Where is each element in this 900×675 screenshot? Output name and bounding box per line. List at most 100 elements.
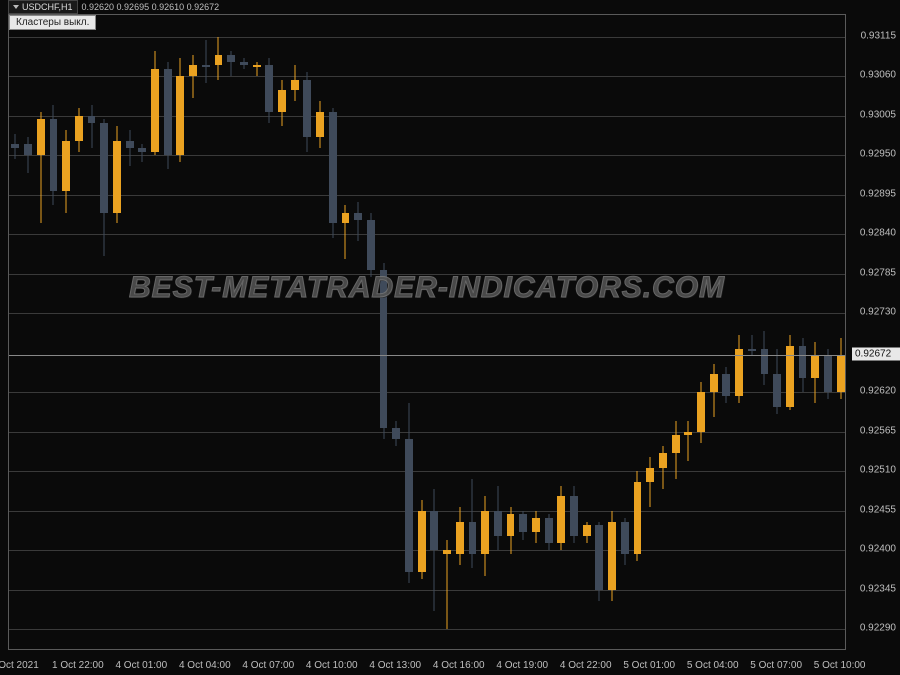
candle[interactable]	[138, 15, 146, 651]
candle[interactable]	[735, 15, 743, 651]
candle-body	[392, 428, 400, 439]
candle[interactable]	[786, 15, 794, 651]
candle[interactable]	[253, 15, 261, 651]
candle[interactable]	[367, 15, 375, 651]
candle[interactable]	[189, 15, 197, 651]
candle[interactable]	[418, 15, 426, 651]
candle[interactable]	[316, 15, 324, 651]
candle[interactable]	[11, 15, 19, 651]
gridline	[9, 511, 845, 512]
candle[interactable]	[507, 15, 515, 651]
candle-body	[113, 141, 121, 213]
candle-body	[88, 116, 96, 123]
candle[interactable]	[303, 15, 311, 651]
candle[interactable]	[621, 15, 629, 651]
candle[interactable]	[75, 15, 83, 651]
candle[interactable]	[380, 15, 388, 651]
candle[interactable]	[557, 15, 565, 651]
candle[interactable]	[761, 15, 769, 651]
candle-body	[824, 356, 832, 392]
candle-body	[37, 119, 45, 155]
candle[interactable]	[608, 15, 616, 651]
candle[interactable]	[329, 15, 337, 651]
symbol-dropdown[interactable]: USDCHF,H1	[8, 0, 78, 14]
candle[interactable]	[811, 15, 819, 651]
candle[interactable]	[494, 15, 502, 651]
candle[interactable]	[278, 15, 286, 651]
y-tick-label: 0.92840	[860, 228, 896, 239]
candle[interactable]	[354, 15, 362, 651]
candle[interactable]	[50, 15, 58, 651]
candle[interactable]	[481, 15, 489, 651]
candle[interactable]	[202, 15, 210, 651]
candle[interactable]	[88, 15, 96, 651]
candle-body	[532, 518, 540, 532]
chart-header: USDCHF,H1 0.92620 0.92695 0.92610 0.9267…	[8, 0, 219, 14]
candle[interactable]	[710, 15, 718, 651]
candle[interactable]	[443, 15, 451, 651]
candle[interactable]	[342, 15, 350, 651]
candle[interactable]	[37, 15, 45, 651]
y-tick-label: 0.93060	[860, 70, 896, 81]
candle-body	[608, 522, 616, 590]
candle[interactable]	[570, 15, 578, 651]
gridline	[9, 76, 845, 77]
candle[interactable]	[532, 15, 540, 651]
candle[interactable]	[773, 15, 781, 651]
candle[interactable]	[62, 15, 70, 651]
x-tick-label: 4 Oct 01:00	[115, 660, 167, 671]
candle-body	[494, 511, 502, 536]
x-tick-label: 4 Oct 22:00	[560, 660, 612, 671]
candle-body	[469, 522, 477, 554]
candle[interactable]	[469, 15, 477, 651]
candle-body	[837, 355, 845, 392]
candle[interactable]	[824, 15, 832, 651]
candle-body	[595, 525, 603, 590]
candle[interactable]	[430, 15, 438, 651]
gridline	[9, 432, 845, 433]
candlestick-plot[interactable]: BEST-METATRADER-INDICATORS.COM	[8, 14, 846, 650]
candle[interactable]	[113, 15, 121, 651]
candle[interactable]	[634, 15, 642, 651]
candle[interactable]	[240, 15, 248, 651]
gridline	[9, 471, 845, 472]
candle[interactable]	[265, 15, 273, 651]
gridline	[9, 629, 845, 630]
candle[interactable]	[646, 15, 654, 651]
candle[interactable]	[291, 15, 299, 651]
candle[interactable]	[405, 15, 413, 651]
candle[interactable]	[697, 15, 705, 651]
candle[interactable]	[519, 15, 527, 651]
candle-body	[672, 435, 680, 453]
candle[interactable]	[24, 15, 32, 651]
candle[interactable]	[799, 15, 807, 651]
candle[interactable]	[176, 15, 184, 651]
candle[interactable]	[672, 15, 680, 651]
candle[interactable]	[392, 15, 400, 651]
candle[interactable]	[684, 15, 692, 651]
candle-body	[430, 511, 438, 551]
gridline	[9, 234, 845, 235]
candle[interactable]	[595, 15, 603, 651]
x-tick-label: 1 Oct 22:00	[52, 660, 104, 671]
candle[interactable]	[164, 15, 172, 651]
candle[interactable]	[227, 15, 235, 651]
candle[interactable]	[545, 15, 553, 651]
clusters-toggle-button[interactable]: Кластеры выкл.	[9, 15, 96, 30]
candle[interactable]	[456, 15, 464, 651]
candle[interactable]	[748, 15, 756, 651]
candle-body	[291, 80, 299, 91]
current-price-label: 0.92672	[852, 347, 900, 360]
candle[interactable]	[583, 15, 591, 651]
candle[interactable]	[126, 15, 134, 651]
candle-body	[367, 220, 375, 270]
y-tick-label: 0.92455	[860, 504, 896, 515]
candle[interactable]	[215, 15, 223, 651]
candle-wick	[256, 62, 257, 76]
candle[interactable]	[837, 15, 845, 651]
candle[interactable]	[100, 15, 108, 651]
y-axis: 0.931150.930600.930050.929500.928950.928…	[846, 14, 900, 650]
candle[interactable]	[722, 15, 730, 651]
candle[interactable]	[659, 15, 667, 651]
candle[interactable]	[151, 15, 159, 651]
